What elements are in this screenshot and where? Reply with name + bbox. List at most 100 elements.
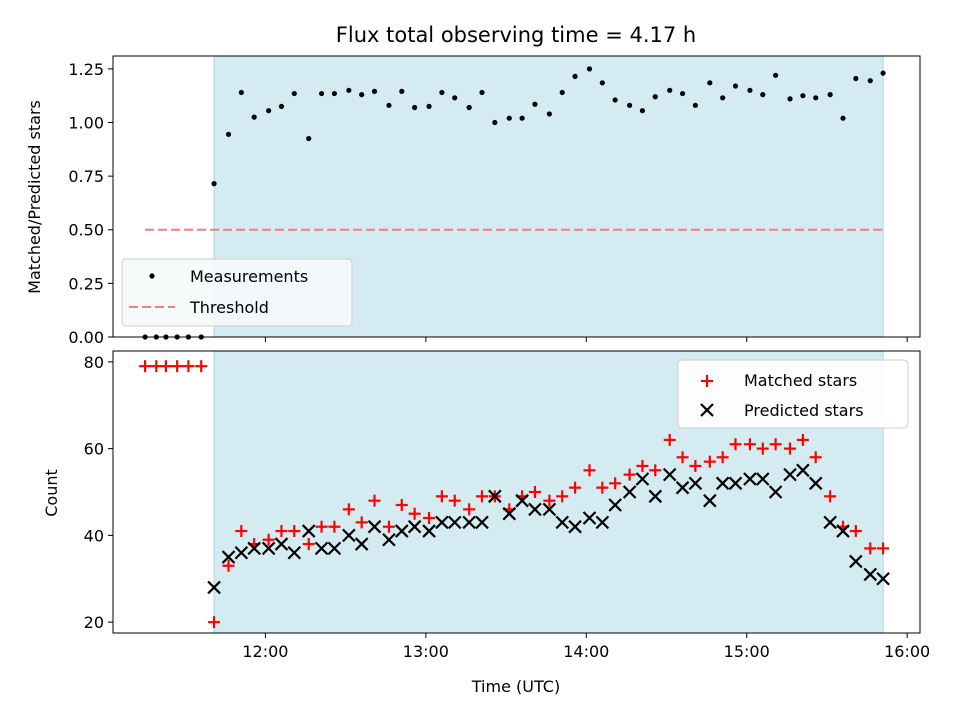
matched-point	[743, 438, 756, 451]
measurement-point	[853, 75, 859, 82]
predicted-point	[354, 537, 369, 551]
matched-point	[623, 468, 636, 481]
predicted-point	[823, 515, 837, 530]
matched-point	[583, 464, 596, 477]
predicted-point	[648, 489, 663, 504]
measurement-point	[667, 87, 673, 93]
legend-matched-marker	[701, 375, 713, 387]
matched-point	[315, 520, 328, 533]
xtick-label: 16:00	[884, 642, 930, 661]
predicted-point	[635, 472, 650, 486]
measurement-point	[532, 101, 538, 107]
measurement-point	[732, 83, 739, 89]
predicted-point	[542, 502, 557, 517]
predicted-point	[422, 524, 436, 538]
ratio-ytick-label: 1.25	[68, 60, 104, 79]
predicted-point	[876, 571, 890, 586]
count-ytick-label: 20	[84, 613, 104, 632]
measurement-point	[266, 108, 272, 114]
measurement-point	[399, 88, 405, 94]
count-ytick-label: 60	[84, 440, 104, 459]
measurement-point	[251, 114, 257, 120]
measurement-point	[692, 102, 698, 108]
measurement-point	[827, 92, 833, 98]
measurement-point	[291, 90, 297, 97]
predicted-point	[234, 545, 249, 560]
measurement-point	[359, 92, 365, 98]
predicted-point	[261, 541, 276, 556]
predicted-point	[582, 511, 597, 525]
predicted-point	[675, 480, 690, 495]
matched-point	[824, 490, 837, 503]
measurement-point	[639, 108, 646, 114]
predicted-point	[395, 524, 409, 538]
matched-point	[342, 503, 355, 516]
count-x-axis: 12:00 13:00 14:00 15:00 16:00	[242, 633, 930, 661]
matched-point	[182, 360, 195, 373]
matched-point	[171, 360, 184, 373]
matched-point	[849, 525, 862, 538]
measurement-point	[318, 90, 325, 97]
matched-point	[355, 516, 368, 529]
ratio-ytick-label: 0.75	[68, 167, 104, 186]
measurement-point	[519, 115, 525, 121]
measurement-point	[479, 89, 485, 96]
matched-point	[222, 559, 235, 572]
predicted-point	[301, 524, 316, 538]
measurement-point	[306, 135, 312, 142]
measurement-point	[760, 92, 766, 98]
predicted-point	[783, 467, 797, 482]
predicted-point	[715, 476, 730, 491]
measurement-point	[492, 119, 498, 126]
count-ylabel: Count	[42, 469, 61, 517]
ratio-legend-box	[121, 258, 353, 327]
measurement-point	[800, 93, 806, 99]
measurement-point	[867, 78, 873, 84]
matched-point	[809, 451, 822, 464]
matched-point	[663, 433, 676, 446]
matched-point	[139, 360, 152, 373]
measurement-point	[452, 95, 458, 101]
matched-point	[729, 438, 742, 451]
matched-point	[716, 451, 729, 464]
matched-point	[676, 451, 689, 464]
matched-point	[528, 486, 541, 498]
predicted-point	[808, 476, 823, 491]
matched-point	[569, 481, 582, 494]
matched-point	[556, 490, 569, 503]
matched-point	[703, 455, 716, 468]
matched-point	[796, 433, 809, 446]
chart-title: Flux total observing time = 4.17 h	[336, 23, 696, 47]
matched-point	[877, 542, 890, 555]
matched-point	[649, 464, 662, 477]
measurement-point	[439, 89, 445, 96]
matched-point	[609, 477, 622, 490]
measurement-point	[466, 104, 472, 111]
measurement-point	[707, 80, 713, 86]
predicted-point	[703, 493, 717, 508]
predicted-point	[407, 519, 422, 534]
measurement-point	[599, 80, 605, 86]
legend-measurements-label: Measurements	[190, 267, 308, 286]
predicted-point	[836, 524, 850, 538]
legend-predicted-marker	[700, 403, 714, 417]
predicted-point	[342, 528, 356, 543]
measurement-point	[627, 102, 633, 108]
count-y-axis: 20 40 60 80	[84, 353, 113, 632]
count-ytick-label: 80	[84, 353, 104, 372]
legend-matched-label: Matched stars	[744, 371, 857, 390]
predicted-point	[221, 550, 236, 564]
predicted-point	[796, 463, 810, 478]
predicted-point	[287, 545, 302, 560]
predicted-point	[447, 515, 462, 530]
matched-point	[769, 438, 782, 451]
predicted-point	[247, 541, 261, 556]
ratio-legend: Measurements Threshold	[121, 258, 353, 327]
matched-point	[288, 525, 301, 538]
ratio-ytick-label: 0.25	[68, 274, 104, 293]
predicted-point	[475, 515, 489, 530]
predicted-point	[488, 489, 502, 504]
matched-point	[423, 512, 436, 525]
x-axis-title: Time (UTC)	[471, 677, 560, 696]
